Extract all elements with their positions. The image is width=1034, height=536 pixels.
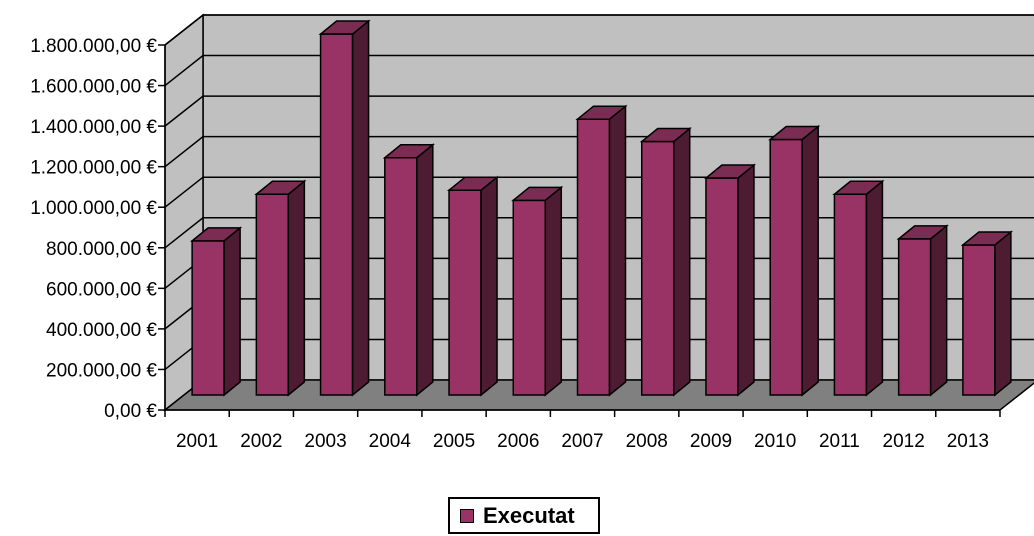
y-tick-label: 800.000,00 € xyxy=(46,239,157,260)
bar-2011 xyxy=(833,193,868,396)
x-tick-label: 2006 xyxy=(497,431,539,452)
legend-swatch-executat xyxy=(460,508,474,523)
bar-top-2002 xyxy=(254,180,307,195)
bar-side-2006 xyxy=(544,185,563,397)
x-tick-label: 2012 xyxy=(883,431,925,452)
x-tick-label: 2004 xyxy=(369,431,412,452)
bar-2005 xyxy=(448,189,482,396)
bar-top-2003 xyxy=(318,20,371,35)
x-tick-label: 2010 xyxy=(754,431,796,452)
bar-2006 xyxy=(512,199,547,396)
bar-top-2011 xyxy=(832,180,885,195)
bar-side-2005 xyxy=(480,175,498,397)
bar-top-2005 xyxy=(446,176,500,191)
bar-side-2002 xyxy=(287,179,306,397)
bar-side-2003 xyxy=(351,19,370,397)
y-tick-label: 1.600.000,00 € xyxy=(30,77,157,98)
gridline xyxy=(164,217,1034,249)
x-tick-label: 2009 xyxy=(690,431,732,452)
x-tick-label: 2008 xyxy=(626,431,668,452)
x-tick-label: 2013 xyxy=(947,431,989,452)
x-tick-label: 2002 xyxy=(240,431,282,452)
x-tick-label: 2005 xyxy=(433,431,475,452)
bar-side-2007 xyxy=(608,104,627,397)
gridline xyxy=(164,135,1034,168)
y-tick-label: 400.000,00 € xyxy=(46,320,157,341)
gridline xyxy=(164,176,1034,208)
y-tick-label: 600.000,00 € xyxy=(46,279,157,300)
x-tick-label: 2003 xyxy=(304,431,346,452)
bar-2013 xyxy=(962,244,996,396)
gridline xyxy=(164,95,1034,127)
bar-top-2001 xyxy=(190,227,243,242)
bar-top-2012 xyxy=(896,225,949,240)
bar-2001 xyxy=(191,240,225,396)
y-tick-label: 1.000.000,00 € xyxy=(30,198,157,219)
y-tick-label: 1.400.000,00 € xyxy=(30,117,157,138)
x-tick-label: 2001 xyxy=(176,431,218,452)
y-tick-label: 1.200.000,00 € xyxy=(30,158,157,179)
bar-side-2013 xyxy=(994,230,1012,397)
bar-2008 xyxy=(640,140,675,396)
bar-2002 xyxy=(255,193,290,396)
bar-2004 xyxy=(384,157,418,396)
x-tick-label: 2011 xyxy=(819,431,860,452)
gridline xyxy=(164,14,1034,46)
bar-2009 xyxy=(705,177,739,396)
bar-top-2008 xyxy=(639,127,692,143)
bar-top-2004 xyxy=(382,144,435,159)
bar-side-2011 xyxy=(865,179,884,397)
bar-top-2013 xyxy=(960,231,1013,246)
gridline xyxy=(164,54,1034,87)
bar-top-2007 xyxy=(575,105,628,120)
y-tick-label: 1.800.000,00 € xyxy=(30,36,157,57)
bar-top-2010 xyxy=(768,125,821,141)
bar-2007 xyxy=(576,118,611,396)
bar-side-2012 xyxy=(929,224,948,397)
x-tick-label: 2007 xyxy=(561,431,603,452)
bar-top-2006 xyxy=(511,186,564,202)
bar-side-2008 xyxy=(672,126,691,397)
bar-side-2001 xyxy=(223,226,241,397)
bar-2003 xyxy=(319,33,354,396)
bar-side-2010 xyxy=(801,124,819,397)
bar-side-2004 xyxy=(416,143,434,397)
bar-top-2009 xyxy=(703,164,757,179)
bar-2010 xyxy=(769,138,803,396)
y-tick-label: 200.000,00 € xyxy=(46,360,157,381)
chart-legend: Executat xyxy=(448,497,600,534)
y-tick-label: 0,00 € xyxy=(104,401,157,422)
bar-side-2009 xyxy=(737,163,755,397)
bar-2012 xyxy=(897,238,932,396)
legend-label-executat: Executat xyxy=(483,502,575,528)
